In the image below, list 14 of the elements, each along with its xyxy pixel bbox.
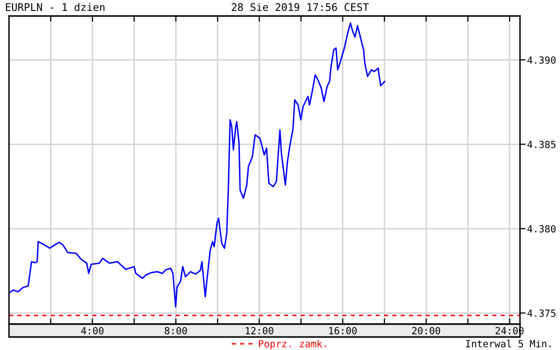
- line-series: [9, 22, 386, 308]
- text: Interwal 5 Min.: [466, 340, 551, 348]
- chart-subtitle: 28 Sie 2019 17:56 CEST: [232, 2, 369, 12]
- x-tick-label: 4:00: [81, 327, 104, 334]
- x-tick-label: 20:00: [412, 327, 440, 334]
- x-tick-label: 16:00: [329, 327, 357, 334]
- legend-label: Poprz. zamk.: [258, 340, 326, 350]
- y-tick-label: 4.390: [527, 56, 556, 64]
- chart-title: EURPLN - 1 dzien: [6, 2, 104, 12]
- x-tick-label: 12:00: [246, 327, 274, 334]
- y-tick-label: 4.380: [527, 225, 556, 233]
- x-tick-label: 8:00: [164, 327, 187, 334]
- y-tick-label: 4.385: [527, 140, 556, 148]
- y-tick-label: 4.375: [527, 310, 556, 317]
